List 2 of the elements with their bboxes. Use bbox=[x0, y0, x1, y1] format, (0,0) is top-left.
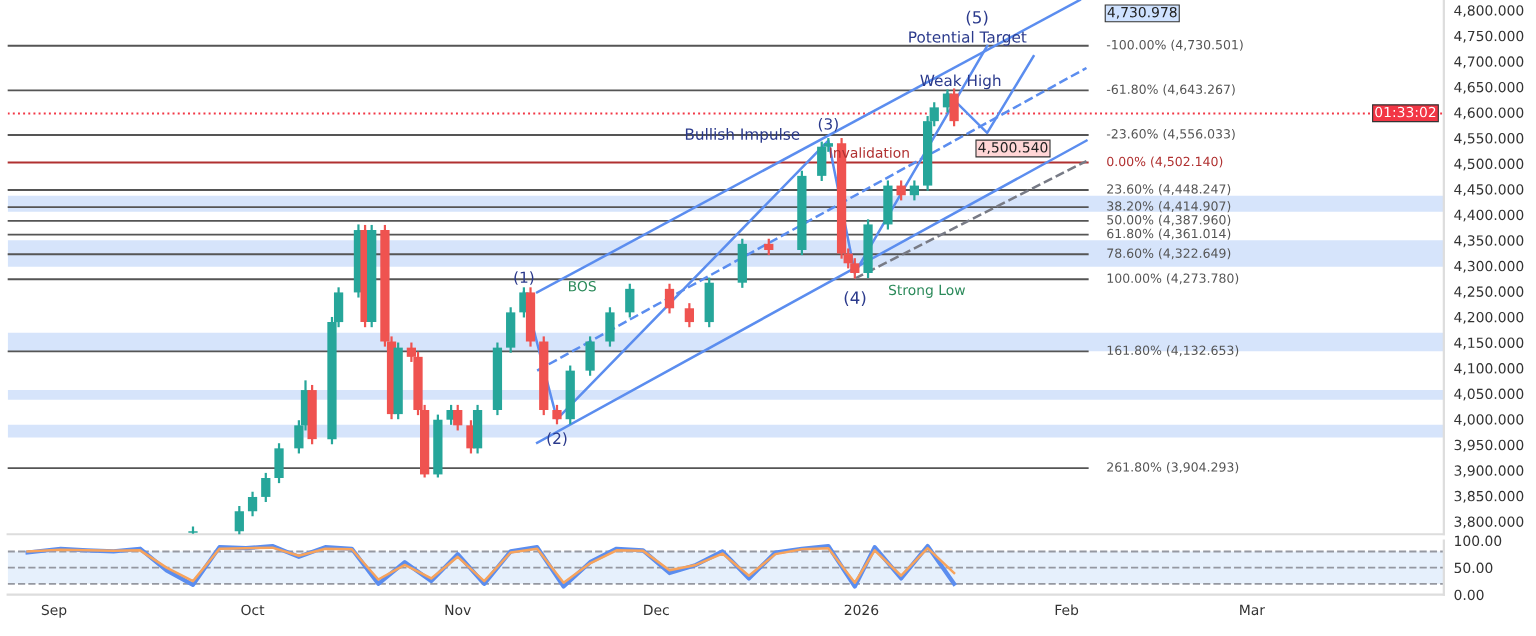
annotation: (4) bbox=[844, 291, 866, 306]
annotation: (5) bbox=[966, 10, 988, 26]
